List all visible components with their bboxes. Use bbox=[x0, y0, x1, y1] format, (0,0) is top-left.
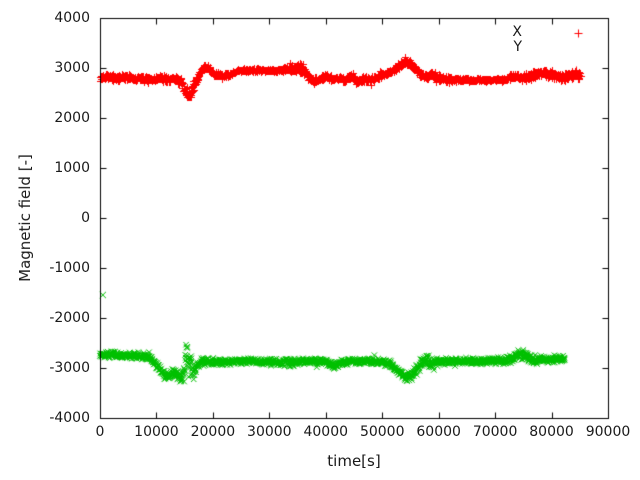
x-tick-label: 60000 bbox=[416, 424, 461, 440]
y-tick-label: -1000 bbox=[49, 260, 90, 276]
x-tick-label: 80000 bbox=[529, 424, 574, 440]
x-tick-label: 10000 bbox=[134, 424, 179, 440]
legend-entry-x: X bbox=[442, 25, 522, 40]
legend-entry-y: Y bbox=[442, 40, 522, 55]
x-axis-title: time[s] bbox=[327, 452, 381, 470]
legend-label-y: Y bbox=[513, 39, 522, 55]
y-tick-label: 0 bbox=[81, 210, 90, 226]
x-tick-label: 70000 bbox=[472, 424, 518, 440]
x-tick-label: 40000 bbox=[303, 424, 349, 440]
x-tick-label: 50000 bbox=[359, 424, 405, 440]
y-tick-label: 4000 bbox=[54, 10, 90, 26]
y-tick-label: -4000 bbox=[49, 410, 90, 426]
x-tick-label: 0 bbox=[95, 424, 105, 440]
y-tick-label: 3000 bbox=[54, 60, 90, 76]
legend-label-x: X bbox=[512, 24, 522, 40]
x-tick-label: 30000 bbox=[247, 424, 292, 440]
x-tick-label: 20000 bbox=[190, 424, 236, 440]
y-tick-label: 2000 bbox=[54, 110, 90, 126]
y-tick-label: 1000 bbox=[54, 160, 90, 176]
y-tick-label: -2000 bbox=[49, 310, 90, 326]
y-tick-label: -3000 bbox=[49, 360, 90, 376]
x-tick-label: 90000 bbox=[585, 424, 631, 440]
